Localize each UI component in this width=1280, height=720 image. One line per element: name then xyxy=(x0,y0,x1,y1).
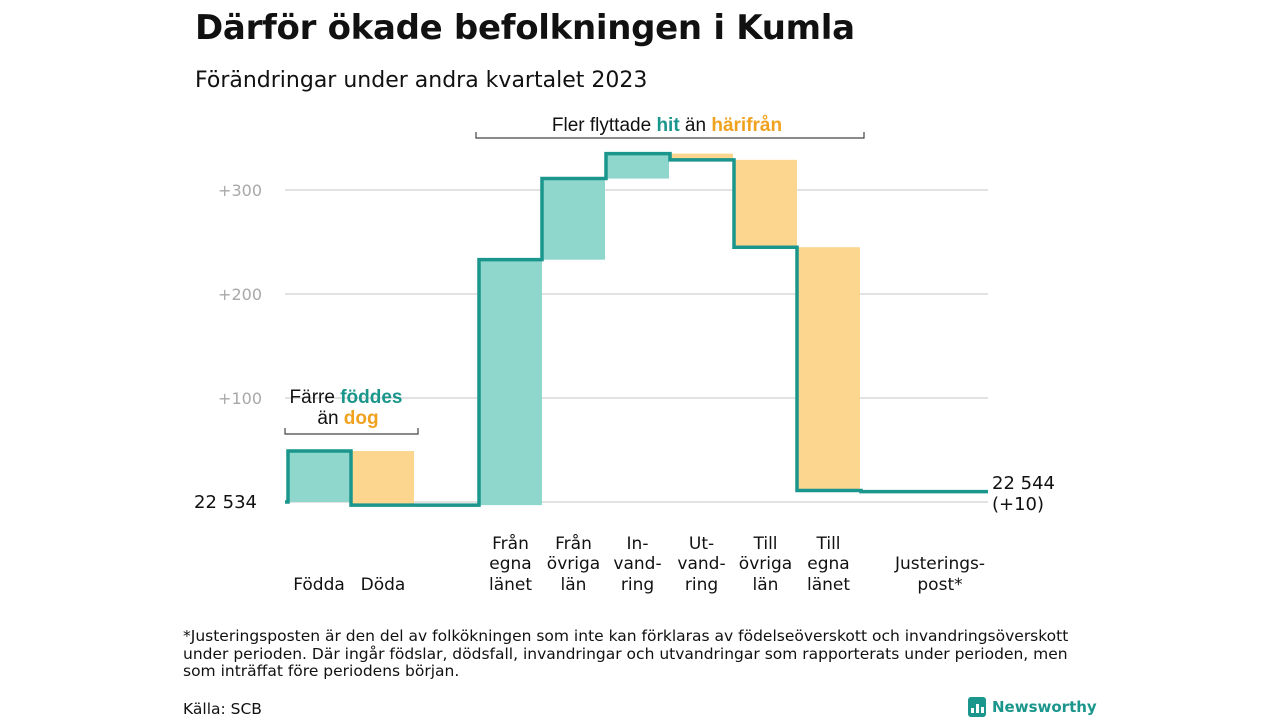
births-annotation-text: Färre xyxy=(290,387,341,408)
deaths-annotation-text: än xyxy=(317,408,343,429)
cumulative-step-line xyxy=(285,151,988,507)
births-highlight: föddes xyxy=(340,387,402,408)
y-tick-label-0: +100 xyxy=(218,389,262,408)
bar-0 xyxy=(288,451,351,502)
category-label-4-1: övriga xyxy=(547,554,600,574)
bar-5 xyxy=(606,153,669,179)
bar-3 xyxy=(479,259,542,506)
category-label-5-1: vand- xyxy=(613,554,661,574)
births-annotation-line2: än dog xyxy=(317,408,378,429)
bar-8 xyxy=(797,247,860,491)
category-label-9-1: Justerings- xyxy=(894,554,985,574)
category-label-7-1: övriga xyxy=(739,554,792,574)
category-label-3-1: egna xyxy=(489,554,531,574)
births-bracket xyxy=(284,428,419,435)
bar-6 xyxy=(670,153,733,160)
category-label-9-2: post* xyxy=(917,575,962,595)
end-change-label: (+10) xyxy=(992,494,1044,515)
deaths-highlight: dog xyxy=(344,408,379,429)
bar-chart-icon xyxy=(968,697,986,717)
end-value-label: 22 544 xyxy=(992,473,1055,494)
bar-7 xyxy=(734,159,797,248)
category-label-7-2: län xyxy=(753,575,779,595)
moves-annotation-text-2: än xyxy=(680,115,712,136)
bar-4 xyxy=(542,178,605,260)
category-label-3-2: länet xyxy=(489,575,532,595)
category-label-3-0: Från xyxy=(492,533,529,554)
category-label-5-0: In- xyxy=(627,534,649,554)
category-label-6-1: vand- xyxy=(677,554,725,574)
footnote: *Justeringsposten är den del av folkökni… xyxy=(183,627,1069,680)
category-label-5-2: ring xyxy=(621,575,654,595)
y-tick-label-1: +200 xyxy=(218,285,262,304)
category-label-6-0: Ut- xyxy=(689,534,714,554)
moves-highlight-out: härifrån xyxy=(711,115,782,136)
start-value-label: 22 534 xyxy=(194,492,257,513)
category-label-0-2: Födda xyxy=(293,575,345,595)
category-label-4-2: län xyxy=(561,575,587,595)
moves-highlight-in: hit xyxy=(656,115,680,136)
category-label-4-0: Från xyxy=(555,533,592,554)
brand-logo: Newsworthy xyxy=(968,697,1097,717)
chart-subtitle: Förändringar under andra kvartalet 2023 xyxy=(195,68,648,93)
bar-1 xyxy=(351,451,414,506)
births-annotation-line1: Färre föddes xyxy=(290,387,403,408)
category-label-6-2: ring xyxy=(685,575,718,595)
chart-title: Därför ökade befolkningen i Kumla xyxy=(195,8,855,48)
category-label-8-0: Till xyxy=(815,534,840,554)
category-label-8-1: egna xyxy=(807,554,849,574)
category-label-7-0: Till xyxy=(752,534,777,554)
category-label-8-2: länet xyxy=(807,575,850,595)
moves-bracket xyxy=(475,132,865,139)
brand-name: Newsworthy xyxy=(992,698,1097,716)
moves-annotation: Fler flyttade hit än härifrån xyxy=(552,115,782,136)
moves-annotation-text-1: Fler flyttade xyxy=(552,115,657,136)
y-tick-label-2: +300 xyxy=(218,181,262,200)
source-credit: Källa: SCB xyxy=(183,700,262,718)
category-label-1-2: Döda xyxy=(361,575,406,595)
